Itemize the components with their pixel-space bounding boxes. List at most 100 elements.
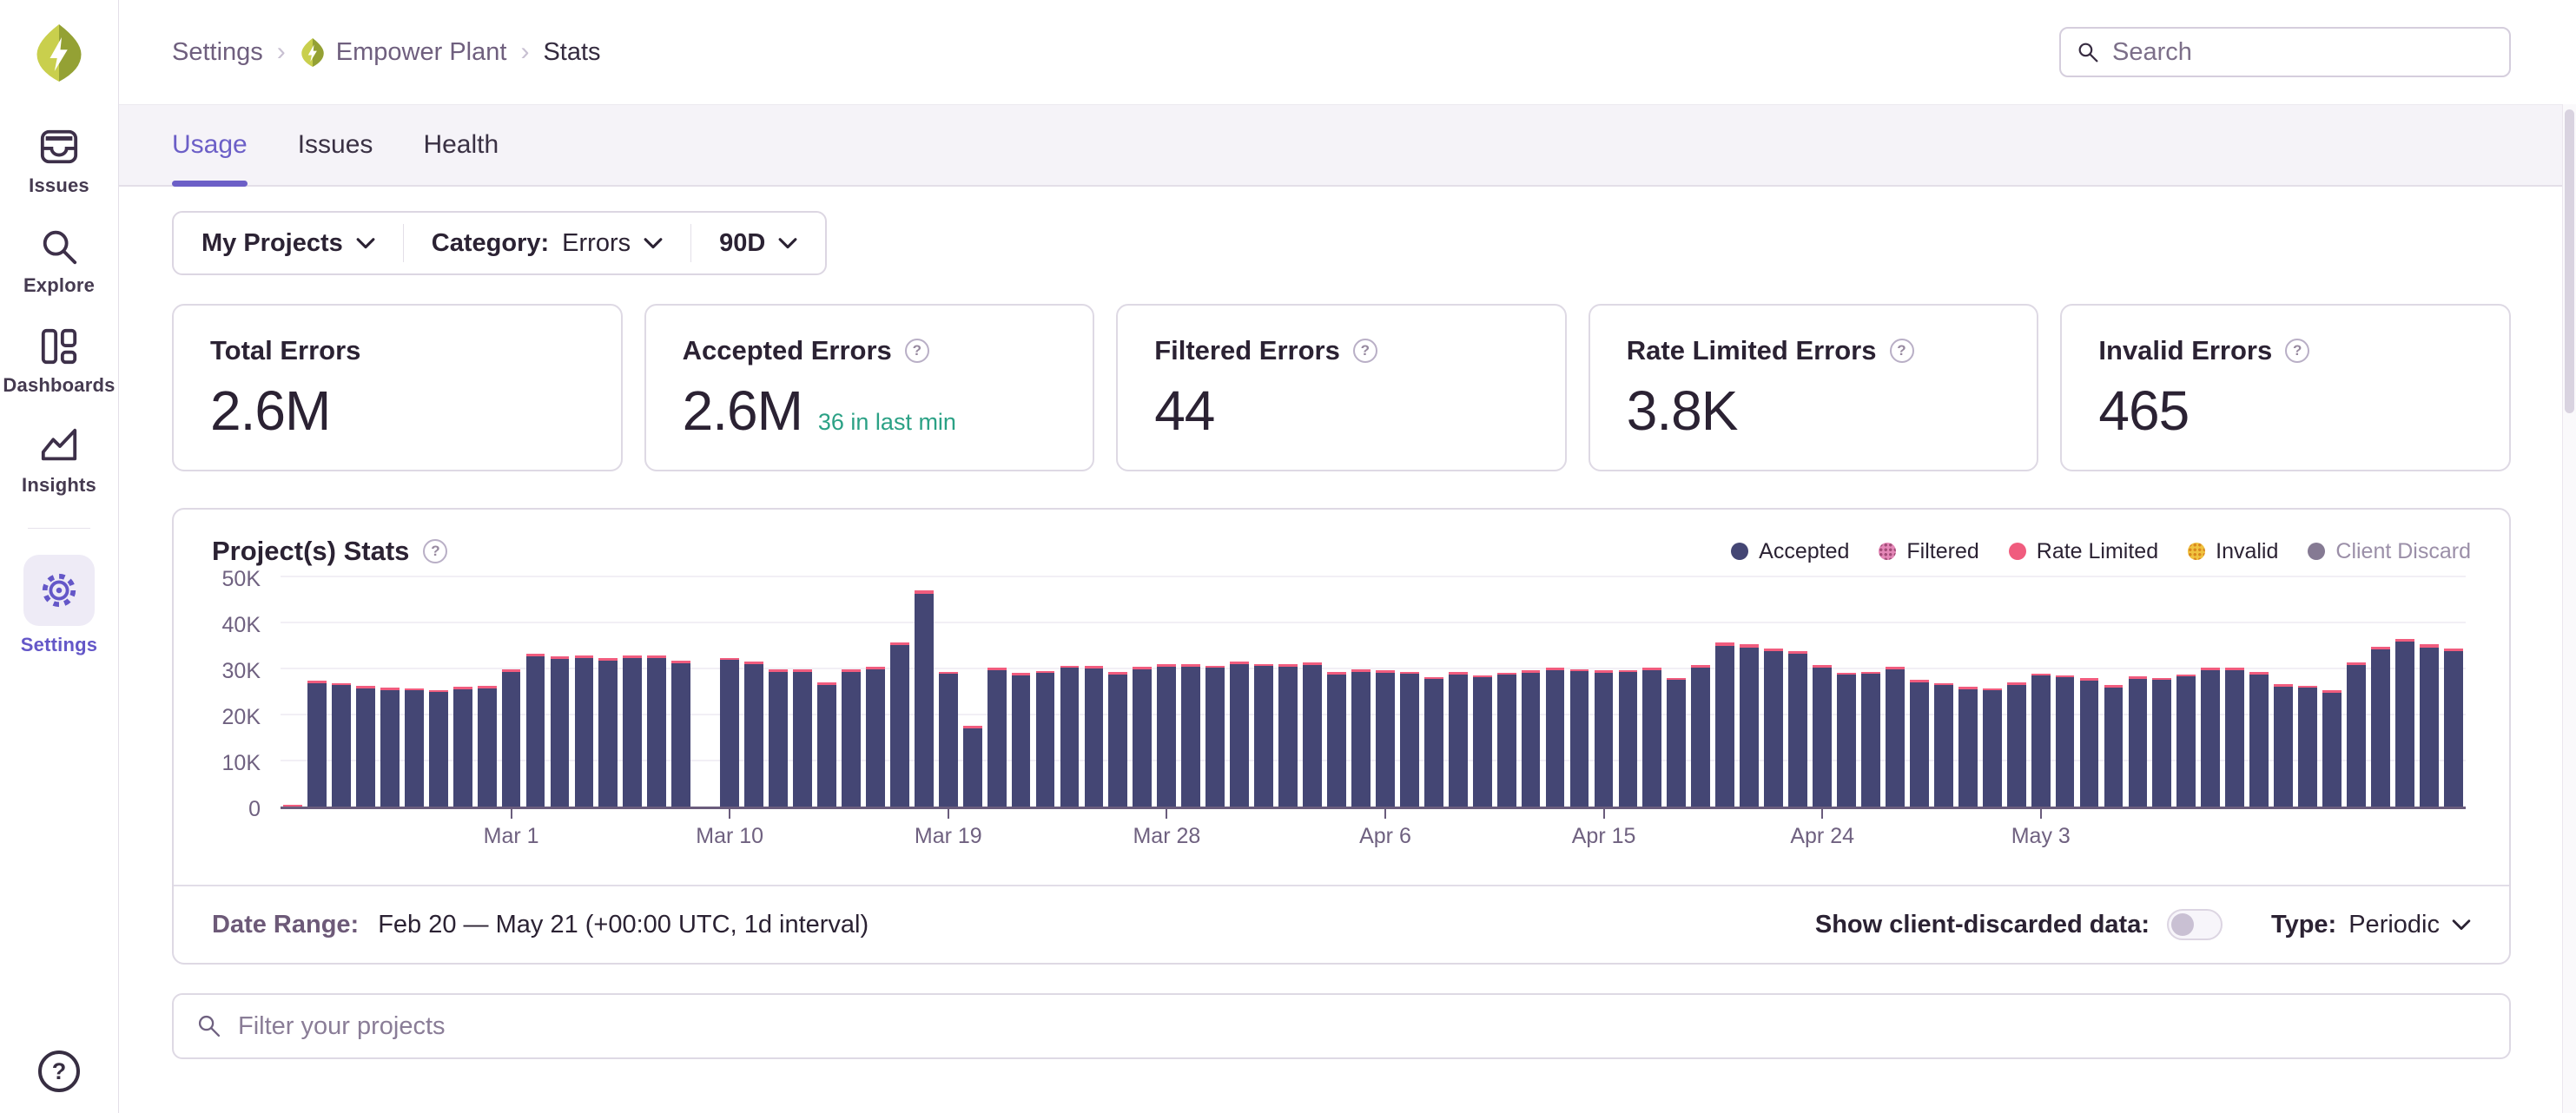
stacked-bar (914, 590, 934, 807)
breadcrumb-org-label: Empower Plant (335, 37, 507, 66)
breadcrumb-org[interactable]: Empower Plant (300, 37, 507, 67)
legend-item-accepted[interactable]: Accepted (1731, 539, 1849, 564)
stacked-bar (1618, 669, 1638, 807)
bar-slot (353, 579, 378, 807)
global-search[interactable] (2059, 27, 2511, 77)
sidebar-item-issues[interactable]: Issues (29, 127, 89, 197)
sidebar-item-label: Settings (20, 634, 98, 655)
chart-legend: Accepted Filtered Rate Limited Inva (1731, 539, 2471, 564)
period-dropdown[interactable]: 90D (691, 229, 825, 258)
bar-slot (596, 579, 620, 807)
x-axis-tick (1166, 809, 1168, 819)
stacked-bar (2395, 638, 2414, 807)
stacked-bar (1351, 669, 1371, 807)
bar-slot (1373, 579, 1397, 807)
bar-slot (547, 579, 571, 807)
chevron-down-icon (644, 237, 663, 248)
active-tab-underline (172, 181, 248, 187)
bar-slot (2320, 579, 2344, 807)
bar-slot (2005, 579, 2029, 807)
sidebar-item-explore[interactable]: Explore (23, 227, 95, 297)
stacked-bar (1569, 668, 1589, 807)
tab-health[interactable]: Health (423, 105, 499, 185)
sidebar-item-dashboards[interactable]: Dashboards (3, 326, 115, 397)
stacked-bar (671, 660, 691, 807)
stacked-bar (889, 642, 909, 807)
bar-slot (1688, 579, 1713, 807)
card-value: 2.6M (682, 379, 803, 442)
toggle-knob (2171, 913, 2195, 936)
stacked-bar (1885, 666, 1905, 807)
legend-dot (2188, 543, 2206, 560)
stacked-bar (1205, 665, 1225, 807)
gear-icon (39, 570, 79, 610)
stacked-bar (842, 669, 861, 807)
bar-slot (329, 579, 353, 807)
help-circle-icon[interactable]: ? (1352, 339, 1377, 363)
breadcrumb-settings[interactable]: Settings (172, 37, 263, 66)
bar-slot (2029, 579, 2053, 807)
stacked-bar (1399, 671, 1419, 807)
projects-dropdown[interactable]: My Projects (174, 229, 403, 258)
bar-slot (1034, 579, 1058, 807)
help-circle-icon[interactable]: ? (904, 339, 929, 363)
tab-issues[interactable]: Issues (298, 105, 373, 185)
scrollbar-thumb[interactable] (2565, 109, 2574, 413)
help-glyph: ? (51, 1057, 67, 1084)
bar-slot (1883, 579, 1907, 807)
bar-slot (1640, 579, 1664, 807)
bar-slot (766, 579, 790, 807)
legend-item-rate-limited[interactable]: Rate Limited (2008, 539, 2158, 564)
x-axis-tick (1384, 809, 1386, 819)
period-dropdown-label: 90D (719, 228, 766, 257)
card-value: 2.6M (210, 379, 331, 442)
stacked-bar (1594, 670, 1614, 807)
bar-slot (2125, 579, 2150, 807)
stacked-bar (1691, 665, 1711, 807)
project-filter[interactable] (172, 993, 2511, 1059)
category-dropdown[interactable]: Category: Errors (404, 229, 690, 258)
gridline (281, 622, 2466, 623)
org-logo[interactable] (33, 24, 85, 82)
bar-slot (2150, 579, 2174, 807)
stacked-bar (2371, 647, 2390, 807)
legend-dot (1879, 543, 1897, 560)
sidebar-item-insights[interactable]: Insights (22, 426, 96, 497)
project-filter-input[interactable] (238, 1011, 2487, 1041)
stacked-bar (1303, 662, 1322, 807)
type-dropdown[interactable]: Type: Periodic (2271, 911, 2471, 939)
help-icon[interactable]: ? (38, 1050, 80, 1092)
stacked-bar (1715, 642, 1735, 807)
stacked-bar (1813, 665, 1832, 807)
help-circle-icon[interactable]: ? (423, 539, 448, 563)
help-circle-icon[interactable]: ? (1889, 339, 1914, 363)
y-axis-tick-label: 20K (221, 705, 261, 729)
bar-slot (1470, 579, 1495, 807)
legend-item-client-discard[interactable]: Client Discard (2308, 539, 2471, 564)
sidebar: Issues Explore Dashboards (0, 0, 119, 1113)
legend-item-filtered[interactable]: Filtered (1879, 539, 1979, 564)
legend-item-invalid[interactable]: Invalid (2188, 539, 2278, 564)
x-axis-tick-label: Mar 28 (1133, 824, 1201, 848)
card-live-subtext: 36 in last min (817, 409, 956, 435)
bar-slot (571, 579, 596, 807)
stacked-bar (647, 655, 667, 807)
chevron-right-icon: › (520, 37, 530, 66)
y-axis-tick-label: 50K (221, 567, 261, 591)
chart-header: Project(s) Stats ? Accepted Filtered (174, 510, 2509, 579)
stacked-bar (2347, 662, 2366, 807)
filter-bar: My Projects Category: Errors 90D (172, 211, 828, 275)
stacked-bar (865, 667, 885, 807)
legend-label: Invalid (2216, 538, 2279, 563)
search-input[interactable] (2112, 37, 2493, 67)
sidebar-item-settings[interactable]: Settings (21, 555, 97, 656)
client-discard-toggle[interactable] (2167, 909, 2223, 940)
stacked-bar (2006, 682, 2026, 807)
help-circle-icon[interactable]: ? (2285, 339, 2310, 363)
stacked-bar (2274, 684, 2294, 807)
sidebar-item-label: Explore (23, 274, 96, 296)
tab-usage[interactable]: Usage (172, 105, 248, 187)
bar-slot (1519, 579, 1543, 807)
stacked-bar (525, 653, 545, 807)
bar-slot (1058, 579, 1082, 807)
